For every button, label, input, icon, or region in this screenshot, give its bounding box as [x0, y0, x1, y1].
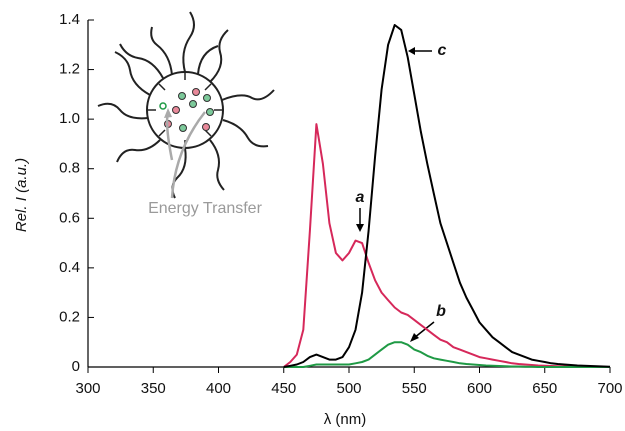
y-tick-label: 0 [72, 358, 80, 375]
x-tick-label: 450 [271, 380, 296, 397]
series-label: c [438, 42, 447, 59]
y-tick-label: 0.6 [59, 209, 80, 226]
y-tick-label: 1.4 [59, 11, 80, 28]
annotation-text: Energy Transfer [148, 200, 263, 217]
micelle-inset [97, 11, 275, 199]
y-tick-label: 1.0 [59, 110, 80, 127]
x-tick-label: 650 [532, 380, 557, 397]
x-tick-label: 600 [467, 380, 492, 397]
x-tick-label: 350 [141, 380, 166, 397]
label-arrows [356, 47, 435, 342]
x-tick-label: 400 [206, 380, 231, 397]
series-line [283, 341, 610, 368]
series-line [283, 24, 611, 368]
y-axis-title: Rel. I (a.u.) [13, 158, 30, 232]
x-tick-label: 500 [336, 380, 361, 397]
y-tick-label: 0.4 [59, 259, 80, 276]
x-tick-label: 550 [402, 380, 427, 397]
y-tick-label: 0.2 [59, 308, 80, 325]
x-axis-title: λ (nm) [324, 411, 367, 428]
y-tick-label: 0.8 [59, 160, 80, 177]
x-tick-label: 300 [75, 380, 100, 397]
series-label: a [356, 189, 365, 206]
series-label: b [436, 303, 446, 320]
x-tick-label: 700 [597, 380, 622, 397]
y-tick-label: 1.2 [59, 61, 80, 78]
